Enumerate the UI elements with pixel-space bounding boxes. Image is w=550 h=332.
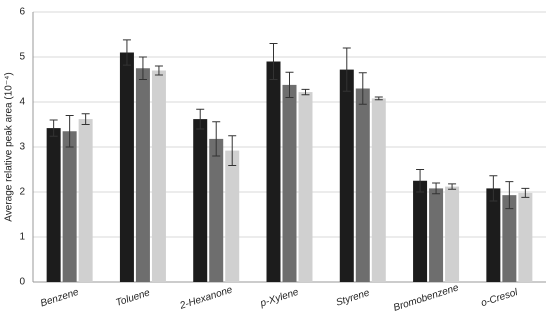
x-tick-label: Toluene bbox=[115, 287, 152, 308]
error-bar bbox=[285, 71, 294, 98]
bar bbox=[193, 119, 208, 282]
bar bbox=[119, 52, 134, 282]
bar bbox=[298, 92, 313, 282]
error-bar bbox=[374, 96, 383, 101]
error-bar bbox=[505, 181, 514, 210]
x-tick-label: o-Cresol bbox=[480, 287, 520, 309]
error-bar bbox=[489, 175, 498, 202]
x-tick-label: p-Xylene bbox=[258, 287, 300, 310]
error-bar bbox=[196, 108, 205, 130]
bar bbox=[266, 61, 281, 282]
x-tick-label: 2-Hexanone bbox=[178, 284, 235, 312]
bar bbox=[282, 84, 297, 283]
bar bbox=[445, 186, 460, 282]
y-tick-label: 5 bbox=[19, 52, 25, 63]
y-tick-label: 6 bbox=[19, 7, 25, 18]
error-bar bbox=[269, 43, 278, 80]
bar bbox=[46, 128, 61, 282]
bar bbox=[486, 188, 501, 282]
bar bbox=[518, 192, 533, 282]
y-tick-label: 0 bbox=[19, 277, 25, 288]
y-axis-title: Average relative peak area (10⁻⁴) bbox=[4, 72, 15, 221]
error-bar bbox=[154, 65, 163, 76]
bar bbox=[151, 70, 166, 282]
bar bbox=[429, 188, 444, 282]
error-bar bbox=[342, 47, 351, 92]
bar bbox=[355, 88, 370, 282]
error-bar bbox=[49, 119, 58, 137]
bar bbox=[135, 68, 150, 282]
error-bar bbox=[228, 135, 237, 166]
bar bbox=[371, 98, 386, 283]
error-bar bbox=[301, 88, 310, 96]
x-tick-label: Bromobenzene bbox=[392, 282, 460, 314]
error-bar bbox=[81, 113, 90, 125]
bar bbox=[502, 195, 517, 282]
error-bar bbox=[432, 182, 441, 195]
y-tick-label: 1 bbox=[19, 232, 25, 243]
bar bbox=[339, 69, 354, 282]
error-bar bbox=[212, 121, 221, 157]
error-bar bbox=[122, 39, 131, 66]
bar bbox=[78, 119, 93, 282]
bar bbox=[209, 138, 224, 282]
bar bbox=[62, 131, 77, 282]
bar bbox=[413, 180, 428, 282]
x-tick-label: Benzene bbox=[39, 287, 80, 310]
y-tick-label: 4 bbox=[19, 97, 25, 108]
error-bar bbox=[358, 72, 367, 105]
x-tick-label: Styrene bbox=[335, 287, 372, 308]
y-tick-label: 3 bbox=[19, 142, 25, 153]
y-tick-label: 2 bbox=[19, 187, 25, 198]
error-bar bbox=[138, 56, 147, 80]
error-bar bbox=[521, 187, 530, 198]
error-bar bbox=[448, 183, 457, 190]
bar bbox=[225, 150, 240, 282]
error-bar bbox=[416, 169, 425, 193]
error-bar bbox=[65, 115, 74, 148]
